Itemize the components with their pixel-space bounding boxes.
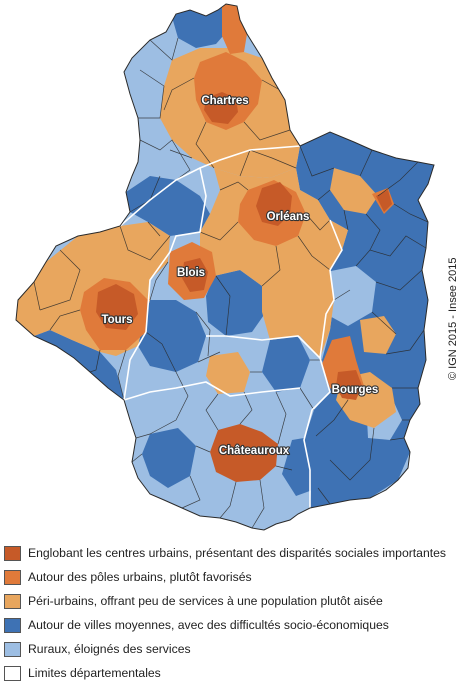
zone-rural-pocket-east xyxy=(326,266,376,326)
legend-label: Ruraux, éloignés des services xyxy=(28,642,191,656)
legend-item: Autour de villes moyennes, avec des diff… xyxy=(4,613,469,637)
zone-red-chateauroux xyxy=(210,424,278,482)
legend-label: Autour de villes moyennes, avec des diff… xyxy=(28,618,389,632)
zone-red-chartres xyxy=(204,92,238,124)
city-label-orleans: Orléans xyxy=(267,211,310,223)
legend-label: Limites départementales xyxy=(28,666,161,680)
legend-swatch-orange xyxy=(4,569,21,585)
zone-blue-northwest xyxy=(126,176,210,236)
legend-item: Péri-urbains, offrant peu de services à … xyxy=(4,589,469,613)
zone-blue-indre-east xyxy=(282,436,330,496)
zone-red-bourges xyxy=(336,370,362,400)
legend-swatch-light-blue xyxy=(4,641,21,657)
commune-boundaries xyxy=(33,37,429,529)
zone-peri-south-orleans xyxy=(330,168,378,214)
zone-peri-indre xyxy=(206,352,250,394)
legend-item: Ruraux, éloignés des services xyxy=(4,637,469,661)
city-label-chartres: Chartres xyxy=(201,95,248,107)
zone-peri-orleans xyxy=(200,168,348,358)
legend-swatch-dark-blue xyxy=(4,617,21,633)
map-legend: Englobant les centres urbains, présentan… xyxy=(4,541,469,685)
zone-blue-center xyxy=(262,336,310,392)
zone-red-orleans xyxy=(256,182,292,226)
city-label-blois: Blois xyxy=(177,267,205,279)
legend-swatch-white xyxy=(4,665,21,681)
legend-swatch-dark-red xyxy=(4,545,21,561)
city-label-tours: Tours xyxy=(101,314,132,326)
legend-label: Péri-urbains, offrant peu de services à … xyxy=(28,594,383,608)
legend-item: Limites départementales xyxy=(4,661,469,685)
zone-red-blois xyxy=(182,258,208,292)
zone-blue-indre-south xyxy=(142,428,196,488)
copyright-credit: © IGN 2015 - Insee 2015 xyxy=(447,257,459,380)
department-boundaries xyxy=(119,145,343,508)
legend-label: Autour des pôles urbains, plutôt favoris… xyxy=(28,570,252,584)
legend-swatch-light-orange xyxy=(4,593,21,609)
zone-blue-north xyxy=(170,4,230,48)
legend-item: Englobant les centres urbains, présentan… xyxy=(4,541,469,565)
zone-blue-loir xyxy=(138,300,206,372)
zone-orange-north xyxy=(222,4,247,54)
zone-blue-sologne xyxy=(206,270,266,336)
legend-item: Autour des pôles urbains, plutôt favoris… xyxy=(4,565,469,589)
city-label-chateauroux: Châteauroux xyxy=(219,445,290,457)
legend-label: Englobant les centres urbains, présentan… xyxy=(28,546,446,560)
city-label-bourges: Bourges xyxy=(332,384,379,396)
zone-red-tours xyxy=(96,284,138,330)
region-map: Chartres Orléans Blois Tours Bourges Châ… xyxy=(15,3,435,531)
region-outline xyxy=(15,3,435,531)
zone-red-east xyxy=(376,190,392,212)
